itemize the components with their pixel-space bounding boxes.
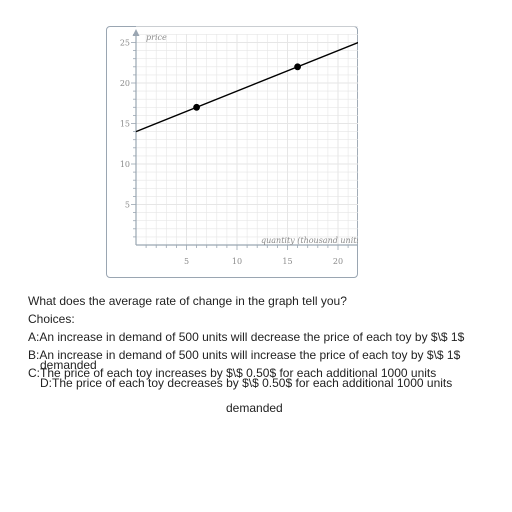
x-axis-label: quantity (thousand units)	[261, 236, 358, 245]
y-tick-label: 25	[119, 38, 129, 47]
price-quantity-chart: 5 10 15 20 5 10 15 20 25 price quantity (thousand …	[119, 25, 358, 266]
choice-d-overflow: demanded	[226, 401, 283, 415]
choice-c[interactable]: C:The price of each toy increases by $\$…	[28, 366, 437, 380]
x-tick-label: 5	[183, 257, 188, 266]
question-prompt: What does the average rate of change in …	[28, 294, 347, 308]
y-axis-label: price	[146, 33, 167, 42]
data-point	[293, 62, 301, 70]
x-tick-label: 20	[332, 257, 342, 266]
choice-b[interactable]: B:An increase in demand of 500 units wil…	[28, 348, 461, 362]
x-tick-label: 15	[282, 257, 292, 266]
y-tick-label: 15	[119, 119, 129, 128]
choices-label: Choices:	[28, 312, 75, 326]
y-axis-arrow	[132, 28, 139, 36]
data-line	[135, 41, 358, 132]
choice-d[interactable]: D:The price of each toy decreases by $\$…	[40, 376, 453, 390]
choice-c-overflow: demanded	[40, 358, 97, 372]
y-tick-label: 10	[119, 160, 129, 169]
y-tick-label: 20	[119, 79, 129, 88]
choice-a[interactable]: A:An increase in demand of 500 units wil…	[28, 330, 465, 344]
x-tick-label: 10	[231, 257, 241, 266]
y-tick-label: 5	[124, 200, 129, 209]
data-point	[192, 103, 200, 111]
graph-frame: 5 10 15 20 5 10 15 20 25 price quantity (thousand …	[106, 25, 358, 278]
